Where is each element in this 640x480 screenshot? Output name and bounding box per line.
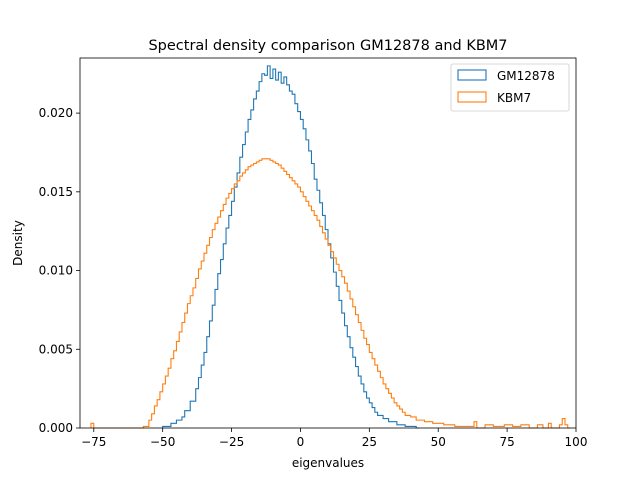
histogram-series-gm12878 bbox=[162, 65, 419, 429]
y-tick-label: 0.000 bbox=[39, 421, 73, 435]
x-tick-label: 75 bbox=[499, 435, 514, 449]
x-ticks: −75 −50 −25 0 25 50 75 100 bbox=[81, 428, 587, 449]
legend-box bbox=[450, 63, 570, 112]
x-tick-label: 0 bbox=[297, 435, 305, 449]
chart-title: Spectral density comparison GM12878 and … bbox=[148, 38, 507, 54]
x-tick-label: 100 bbox=[565, 435, 588, 449]
y-axis: 0.000 0.005 0.010 0.015 0.020 bbox=[39, 106, 80, 435]
y-tick-label: 0.005 bbox=[39, 342, 73, 356]
y-ticks: 0.000 0.005 0.010 0.015 0.020 bbox=[39, 106, 80, 435]
x-tick-label: −25 bbox=[219, 435, 244, 449]
x-axis-label: eigenvalues bbox=[292, 456, 364, 470]
y-tick-label: 0.020 bbox=[39, 106, 73, 120]
x-tick-label: 25 bbox=[362, 435, 377, 449]
legend-swatch-gm12878 bbox=[457, 69, 487, 81]
y-axis-label: Density bbox=[11, 220, 25, 266]
x-tick-label: −75 bbox=[81, 435, 106, 449]
legend-swatch-kbm7 bbox=[457, 91, 487, 103]
y-tick-label: 0.010 bbox=[39, 264, 73, 278]
x-tick-label: 50 bbox=[431, 435, 446, 449]
plot-area bbox=[80, 58, 576, 429]
histogram-series-kbm7 bbox=[90, 158, 571, 429]
y-tick-label: 0.015 bbox=[39, 185, 73, 199]
legend-label-kbm7: KBM7 bbox=[497, 91, 531, 105]
plot-frame bbox=[79, 57, 577, 429]
legend: GM12878 KBM7 bbox=[450, 63, 570, 112]
x-axis: −75 −50 −25 0 25 50 75 100 bbox=[81, 428, 587, 449]
series-layer bbox=[90, 65, 571, 429]
legend-label-gm12878: GM12878 bbox=[497, 69, 555, 83]
x-tick-label: −50 bbox=[150, 435, 175, 449]
